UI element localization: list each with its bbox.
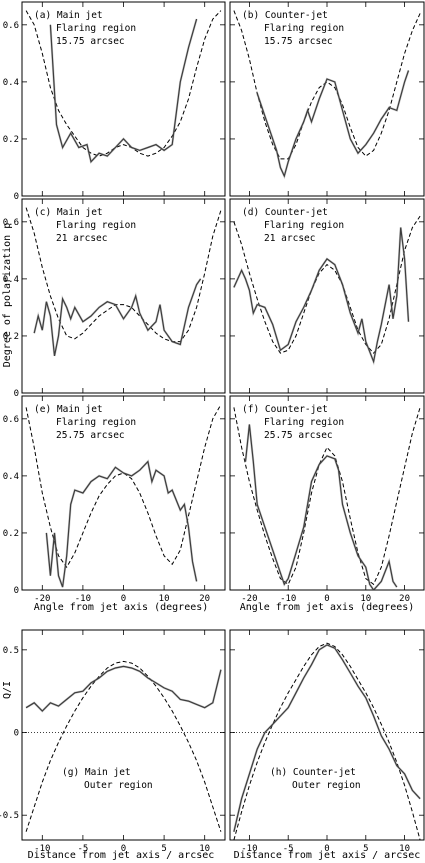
panel-label-line: Flaring region	[56, 23, 136, 34]
model-curve	[233, 407, 421, 586]
x-axis-label-right-top: Angle from jet axis (degrees)	[240, 602, 415, 613]
panel-label-line: Flaring region	[264, 220, 344, 231]
x-tick-label: 5	[161, 844, 166, 854]
observed-curve-shade	[49, 18, 198, 165]
y-tick-label: 0.6	[3, 218, 19, 228]
y-tick-label: 0.4	[3, 78, 19, 88]
panel-label-line: (d) Counter-jet	[242, 207, 328, 218]
observed-curve	[45, 460, 198, 588]
x-tick-label: 20	[399, 594, 410, 604]
model-curve	[233, 642, 421, 840]
observed-curve	[244, 424, 398, 590]
model-curve	[25, 660, 222, 832]
y-tick-label: 0.2	[3, 332, 19, 342]
y-tick-label: 0.2	[3, 529, 19, 539]
y-tick-label: 0	[14, 729, 19, 739]
observed-curve-shade	[232, 643, 421, 832]
y-tick-label: 0.5	[3, 646, 19, 656]
panel-label-line: 25.75 arcsec	[264, 430, 333, 441]
x-tick-label: 0	[324, 844, 329, 854]
y-axis-label-bottom: Q/I	[2, 681, 13, 699]
observed-curve-shade	[244, 424, 398, 590]
x-tick-label: -20	[241, 594, 257, 604]
observed-curve	[233, 227, 410, 364]
x-tick-label: 20	[199, 594, 210, 604]
panel-frame	[229, 629, 425, 841]
panel-label-line: (h) Counter-jet	[270, 767, 356, 778]
observed-curve	[25, 665, 222, 712]
x-tick-label: -10	[75, 594, 91, 604]
observed-curve-shade	[33, 278, 202, 357]
panel-label-line: Outer region	[292, 780, 361, 791]
y-tick-label: 0.2	[3, 135, 19, 145]
x-tick-label: -10	[34, 844, 50, 854]
observed-curve	[233, 644, 421, 832]
panel-label-line: (b) Counter-jet	[242, 10, 328, 21]
observed-curve-shade	[232, 227, 410, 366]
observed-curve-shade	[45, 459, 198, 588]
x-tick-label: 10	[159, 594, 170, 604]
panel-label-line: 21 arcsec	[264, 233, 315, 244]
panel-label-line: (g) Main jet	[62, 767, 131, 778]
x-tick-label: 0	[324, 594, 329, 604]
panel-label-line: Outer region	[84, 780, 153, 791]
y-axis-label-top: Degree of polarization p	[2, 223, 13, 368]
y-tick-label: 0.6	[3, 415, 19, 425]
panel-label-line: (e) Main jet	[34, 404, 103, 415]
panel-label-line: (f) Counter-jet	[242, 404, 328, 415]
x-axis-label-left-bottom: Distance from jet axis / arcsec	[28, 850, 215, 861]
y-tick-label: 0	[14, 389, 19, 399]
panel-label-line: Flaring region	[56, 220, 136, 231]
x-tick-label: -5	[77, 844, 88, 854]
panel-label-line: 15.75 arcsec	[264, 36, 333, 47]
panel-label-line: 15.75 arcsec	[56, 36, 125, 47]
panel-label-line: 25.75 arcsec	[56, 430, 125, 441]
x-axis-label-left-top: Angle from jet axis (degrees)	[34, 602, 209, 613]
model-curve	[25, 404, 222, 569]
x-tick-label: -20	[34, 594, 50, 604]
model-curve	[233, 215, 421, 354]
curves-layer	[22, 10, 424, 840]
x-tick-label: 10	[360, 594, 371, 604]
y-tick-label: 0	[14, 586, 19, 596]
panel-label-line: Flaring region	[56, 417, 136, 428]
x-tick-label: 10	[399, 844, 410, 854]
x-tick-label: 0	[121, 594, 126, 604]
observed-curve	[256, 70, 410, 178]
x-tick-label: 0	[121, 844, 126, 854]
observed-curve	[49, 18, 198, 164]
y-tick-label: -0.5	[0, 811, 19, 821]
observed-curve	[33, 278, 202, 357]
x-tick-label: -5	[283, 844, 294, 854]
panel-label-line: 21 arcsec	[56, 233, 107, 244]
x-tick-label: 5	[363, 844, 368, 854]
panel-label-line: Flaring region	[264, 23, 344, 34]
y-tick-label: 0.4	[3, 275, 19, 285]
x-axis-label-right-bottom: Distance from jet axis / arcsec	[234, 850, 421, 861]
x-tick-label: -10	[280, 594, 296, 604]
y-tick-label: 0.4	[3, 472, 19, 482]
observed-curve-shade	[256, 70, 410, 180]
model-curve	[25, 10, 222, 157]
panel-label-line: (a) Main jet	[34, 10, 103, 21]
x-tick-label: 10	[199, 844, 210, 854]
y-tick-label: 0.6	[3, 21, 19, 31]
panel-label-line: Flaring region	[264, 417, 344, 428]
x-tick-label: -10	[241, 844, 257, 854]
panel-label-line: (c) Main jet	[34, 207, 103, 218]
model-curve	[25, 207, 222, 343]
labels-layer: (a) Main jet Flaring region 15.75 arcsec (b…	[34, 10, 361, 791]
y-tick-label: 0	[14, 192, 19, 202]
observed-curve-shade	[25, 665, 222, 713]
